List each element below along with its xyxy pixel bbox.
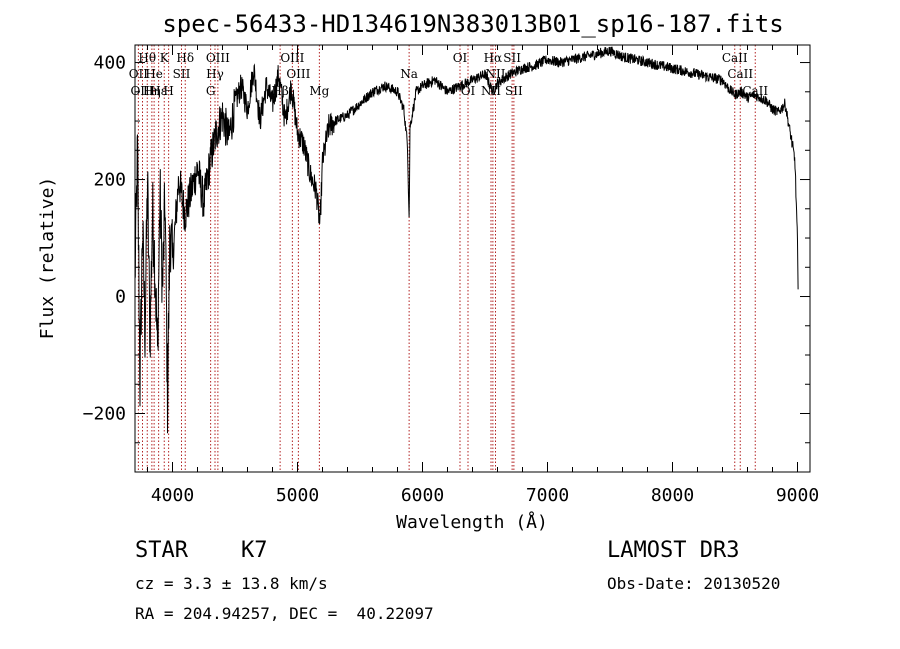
y-axis-label: Flux (relative) xyxy=(37,177,58,340)
survey-name: LAMOST DR3 xyxy=(607,538,740,563)
x-tick-label: 5000 xyxy=(276,485,319,506)
y-axis-ticks: −200 0 200 400 xyxy=(83,53,810,473)
y-tick-label: −200 xyxy=(83,404,126,425)
line-marker-label: He xyxy=(145,67,163,81)
plot-frame xyxy=(134,44,811,473)
x-tick-label: 7000 xyxy=(526,485,569,506)
line-marker-label: OII xyxy=(129,67,149,81)
line-marker-label: SII xyxy=(505,84,523,98)
line-marker-label: G xyxy=(206,84,216,98)
line-marker-label: OIII xyxy=(206,51,230,65)
line-marker-label: H xyxy=(163,84,173,98)
line-marker-label: Hγ xyxy=(206,67,224,81)
line-marker-label: Hε xyxy=(150,84,167,98)
line-marker-label: CaII xyxy=(742,84,768,98)
y-tick-label: 0 xyxy=(115,287,126,308)
line-marker-label: OIII xyxy=(280,51,304,65)
line-marker-label: OIII xyxy=(286,67,310,81)
line-marker-label: NII xyxy=(486,67,506,81)
x-axis-label: Wavelength (Å) xyxy=(396,511,548,533)
redshift-value: cz = 3.3 ± 13.8 km/s xyxy=(135,574,328,593)
y-tick-label: 200 xyxy=(93,170,126,191)
coordinates: RA = 204.94257, DEC = 40.22097 xyxy=(135,604,434,623)
x-tick-label: 6000 xyxy=(401,485,444,506)
x-axis-ticks: 4000 5000 6000 7000 8000 9000 xyxy=(147,45,819,506)
line-marker-label: Hθ xyxy=(138,51,156,65)
line-marker-label: CaII xyxy=(722,51,748,65)
line-marker-label: OIII xyxy=(130,84,154,98)
line-marker-label: SII xyxy=(503,51,521,65)
observation-date: Obs-Date: 20130520 xyxy=(607,574,781,593)
line-markers xyxy=(137,45,756,472)
spectrum-line xyxy=(134,46,799,434)
line-marker-label: K xyxy=(160,51,170,65)
x-tick-label: 9000 xyxy=(776,485,819,506)
y-tick-label: 400 xyxy=(93,53,126,74)
line-marker-label: OI xyxy=(453,51,468,65)
x-tick-label: 8000 xyxy=(651,485,694,506)
line-marker-label: Hδ xyxy=(176,51,194,65)
x-tick-label: 4000 xyxy=(151,485,194,506)
line-marker-label: Hη xyxy=(143,84,161,98)
object-class: STAR K7 xyxy=(135,538,268,563)
line-marker-label: Na xyxy=(400,67,418,81)
spectrum-series xyxy=(134,46,799,434)
line-marker-label: CaII xyxy=(727,67,753,81)
line-marker-label: Mg xyxy=(309,84,329,98)
chart-title: spec-56433-HD134619N383013B01_sp16-187.f… xyxy=(162,10,783,38)
line-marker-label: Hα xyxy=(484,51,503,65)
line-marker-label: SII xyxy=(173,67,191,81)
